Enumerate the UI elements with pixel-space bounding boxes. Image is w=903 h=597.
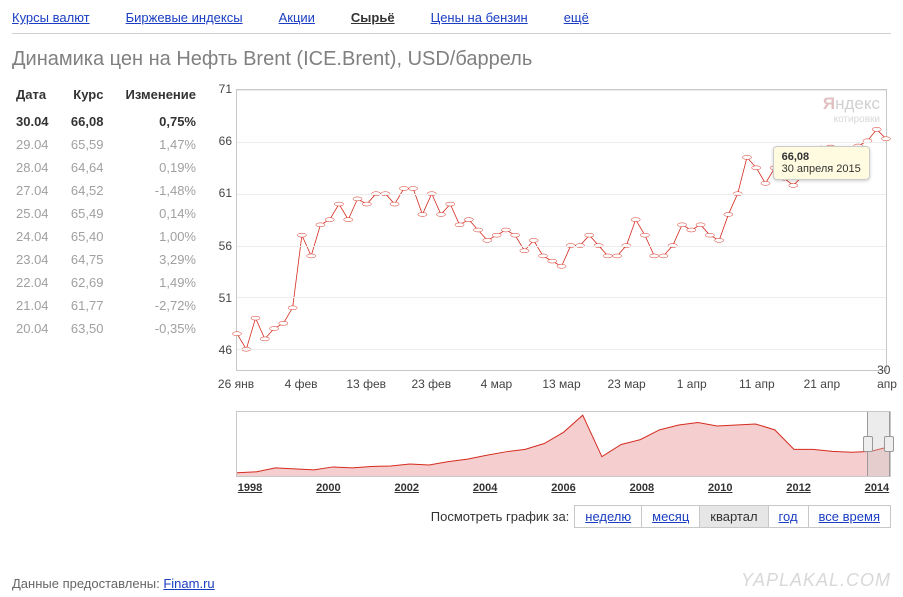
table-row: 22.0462,691,49% [12, 271, 204, 294]
range-2[interactable]: квартал [699, 505, 768, 528]
tab-2[interactable]: Акции [279, 10, 315, 25]
table-row: 21.0461,77-2,72% [12, 294, 204, 317]
table-row: 28.0464,640,19% [12, 156, 204, 179]
nav-tabs: Курсы валют Биржевые индексы Акции Сырьё Цен… [12, 10, 891, 34]
main-chart[interactable]: Яндекс котировки 66,08 30 апреля 2015 46… [204, 83, 891, 393]
handle-left[interactable] [863, 436, 873, 452]
table-row: 29.0465,591,47% [12, 133, 204, 156]
table-row: 20.0463,50-0,35% [12, 317, 204, 340]
page-title: Динамика цен на Нефть Brent (ICE.Brent),… [12, 48, 891, 71]
range-selector: Посмотреть график за:неделюмесяцкварталг… [204, 505, 891, 528]
range-1[interactable]: месяц [641, 505, 700, 528]
table-row: 30.0466,080,75% [12, 110, 204, 133]
handle-right[interactable] [884, 436, 894, 452]
tab-1[interactable]: Биржевые индексы [126, 10, 243, 25]
table-row: 27.0464,52-1,48% [12, 179, 204, 202]
price-table: ДатаКурсИзменение30.0466,080,75%29.0465,… [12, 83, 204, 528]
tab-0[interactable]: Курсы валют [12, 10, 90, 25]
table-row: 24.0465,401,00% [12, 225, 204, 248]
credit-link[interactable]: Finam.ru [163, 576, 214, 591]
range-4[interactable]: все время [808, 505, 891, 528]
tab-4[interactable]: Цены на бензин [431, 10, 528, 25]
overview-selection[interactable] [867, 412, 890, 476]
data-credit: Данные предоставлены: Finam.ru [12, 576, 215, 591]
overview-chart[interactable]: 199820002002200420062008201020122014 [236, 411, 891, 477]
chart-tooltip: 66,08 30 апреля 2015 [773, 146, 870, 180]
table-row: 23.0464,753,29% [12, 248, 204, 271]
site-watermark: YAPLAKAL.COM [741, 570, 891, 591]
tab-3[interactable]: Сырьё [351, 10, 395, 25]
range-0[interactable]: неделю [574, 505, 642, 528]
tab-5[interactable]: ещё [564, 10, 589, 25]
table-row: 25.0465,490,14% [12, 202, 204, 225]
range-3[interactable]: год [768, 505, 809, 528]
